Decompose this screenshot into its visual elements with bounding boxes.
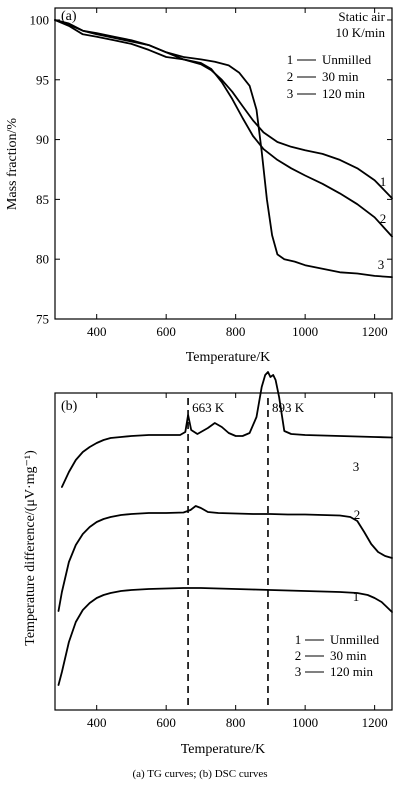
dsc-legend-label: 30 min: [330, 648, 367, 663]
tg-x-axis-title: Temperature/K: [186, 350, 271, 365]
tg-condition-atmosphere: Static air: [338, 9, 385, 24]
tg-curve-labels: 1 2 3: [378, 174, 387, 272]
tg-legend-key: 3: [287, 86, 294, 101]
dsc-series-2-label: 2: [354, 507, 361, 522]
tg-panel-label: (a): [61, 9, 77, 24]
dsc-legend-label: 120 min: [330, 664, 373, 679]
tg-series-1-line: [54, 19, 393, 200]
dsc-x-tick-label: 1000: [292, 715, 318, 730]
tg-y-axis-title: Mass fraction/%: [5, 118, 20, 210]
dsc-x-tick-label: 600: [156, 715, 176, 730]
dsc-reference-label: 663 K: [192, 400, 225, 415]
dsc-series-1-line: [57, 587, 393, 686]
dsc-curve-labels: 1 2 3: [353, 459, 361, 604]
tg-legend-label: 120 min: [322, 86, 365, 101]
figure-caption: (a) TG curves; (b) DSC curves: [132, 768, 267, 780]
dsc-panel-label: (b): [61, 399, 78, 414]
tg-x-tick-label: 600: [156, 324, 176, 339]
tg-series-3-line: [54, 19, 393, 278]
tg-x-tick-label: 1200: [362, 324, 388, 339]
tg-x-tick-label: 1000: [292, 324, 318, 339]
dsc-x-tick-label: 800: [226, 715, 246, 730]
dsc-legend-key: 2: [295, 648, 302, 663]
tg-x-tick-label: 400: [87, 324, 107, 339]
dsc-y-axis-title: Temperature difference/(μV·mg⁻¹): [23, 450, 38, 646]
dsc-curves: [57, 371, 393, 686]
tg-legend: 1 Unmilled 2 30 min 3 120 min: [287, 52, 372, 101]
tg-curves: [54, 19, 393, 278]
tg-series-3-label: 3: [378, 257, 385, 272]
tg-x-ticks: 400 600 800 1000 1200: [87, 8, 388, 339]
tg-x-tick-label: 800: [226, 324, 246, 339]
dsc-series-3-label: 3: [353, 459, 360, 474]
dsc-reference-label: 893 K: [272, 400, 305, 415]
tg-series-2-line: [54, 19, 393, 238]
tg-legend-key: 1: [287, 52, 294, 67]
dsc-x-ticks: 400 600 800 1000 1200: [87, 393, 388, 730]
dsc-series-2-line: [57, 505, 393, 612]
tg-y-tick-label: 75: [36, 312, 49, 327]
tg-series-2-label: 2: [380, 211, 387, 226]
tg-legend-label: Unmilled: [322, 52, 372, 67]
dsc-legend: 1 Unmilled 2 30 min 3 120 min: [295, 632, 380, 679]
tg-y-tick-label: 100: [30, 12, 50, 27]
dsc-legend-key: 3: [295, 664, 302, 679]
dsc-series-3-line: [61, 371, 393, 488]
tg-y-tick-label: 85: [36, 192, 49, 207]
tg-y-ticks: 75 80 85 90 95 100: [30, 12, 392, 327]
tg-y-tick-label: 80: [36, 252, 49, 267]
tg-legend-label: 30 min: [322, 69, 359, 84]
tg-condition-heating-rate: 10 K/min: [336, 25, 386, 40]
tg-series-1-label: 1: [380, 174, 387, 189]
tg-plot-frame: [54, 7, 393, 320]
tg-y-tick-label: 95: [36, 72, 49, 87]
dsc-x-tick-label: 400: [87, 715, 107, 730]
tg-legend-key: 2: [287, 69, 294, 84]
dsc-x-tick-label: 1200: [362, 715, 388, 730]
dsc-legend-key: 1: [295, 632, 302, 647]
dsc-x-axis-title: Temperature/K: [181, 742, 266, 757]
dsc-legend-label: Unmilled: [330, 632, 380, 647]
dsc-panel: 400 600 800 1000 1200 663 K 893 K 123 (b) 1 Un…: [23, 371, 393, 757]
tg-y-tick-label: 90: [36, 132, 49, 147]
dsc-series-1-label: 1: [353, 589, 360, 604]
dsc-plot-frame: [54, 392, 393, 711]
dsc-reference-lines: 663 K 893 K: [187, 398, 305, 710]
